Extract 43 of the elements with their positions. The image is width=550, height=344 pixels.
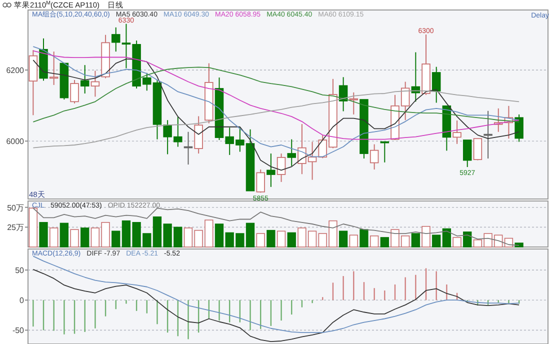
line-series [32,208,520,246]
bar [432,234,441,248]
y-tick-label: -50 [12,326,25,336]
candlestick [370,144,379,170]
y-tick-label: 0 [20,296,25,306]
candlestick [473,138,482,161]
bar [287,232,296,248]
candlestick [256,169,265,194]
candlestick [349,92,358,115]
candlestick [514,114,524,142]
candlestick [452,120,462,144]
candlestick [338,76,348,112]
y-tick-label: 50万 [7,203,24,212]
bar [214,224,224,248]
y-tick-label: 6200 [6,66,25,76]
y-tick-label: 25万 [7,223,24,232]
bar [112,230,120,248]
bar [80,228,90,248]
candlestick [432,66,441,104]
candlestick [70,79,79,104]
candlestick [90,70,100,98]
candlestick [484,110,492,159]
bar [463,232,472,248]
candlestick [462,140,472,168]
candlestick [287,138,296,166]
line-series [32,268,520,342]
y-tick-label: 6000 [6,137,25,146]
bar [442,228,452,248]
candlestick [49,51,58,86]
bar [360,229,368,248]
bar [39,222,48,248]
candlestick [266,153,276,188]
candlestick [276,153,286,182]
bar [338,230,348,248]
bar [411,233,420,248]
bar [60,222,69,248]
line-series [32,256,520,334]
candlestick [194,116,203,154]
bar [266,230,276,248]
y-tick-label: 50 [15,266,25,276]
bar [380,237,389,248]
candlestick [380,141,390,163]
candlestick [80,64,90,94]
